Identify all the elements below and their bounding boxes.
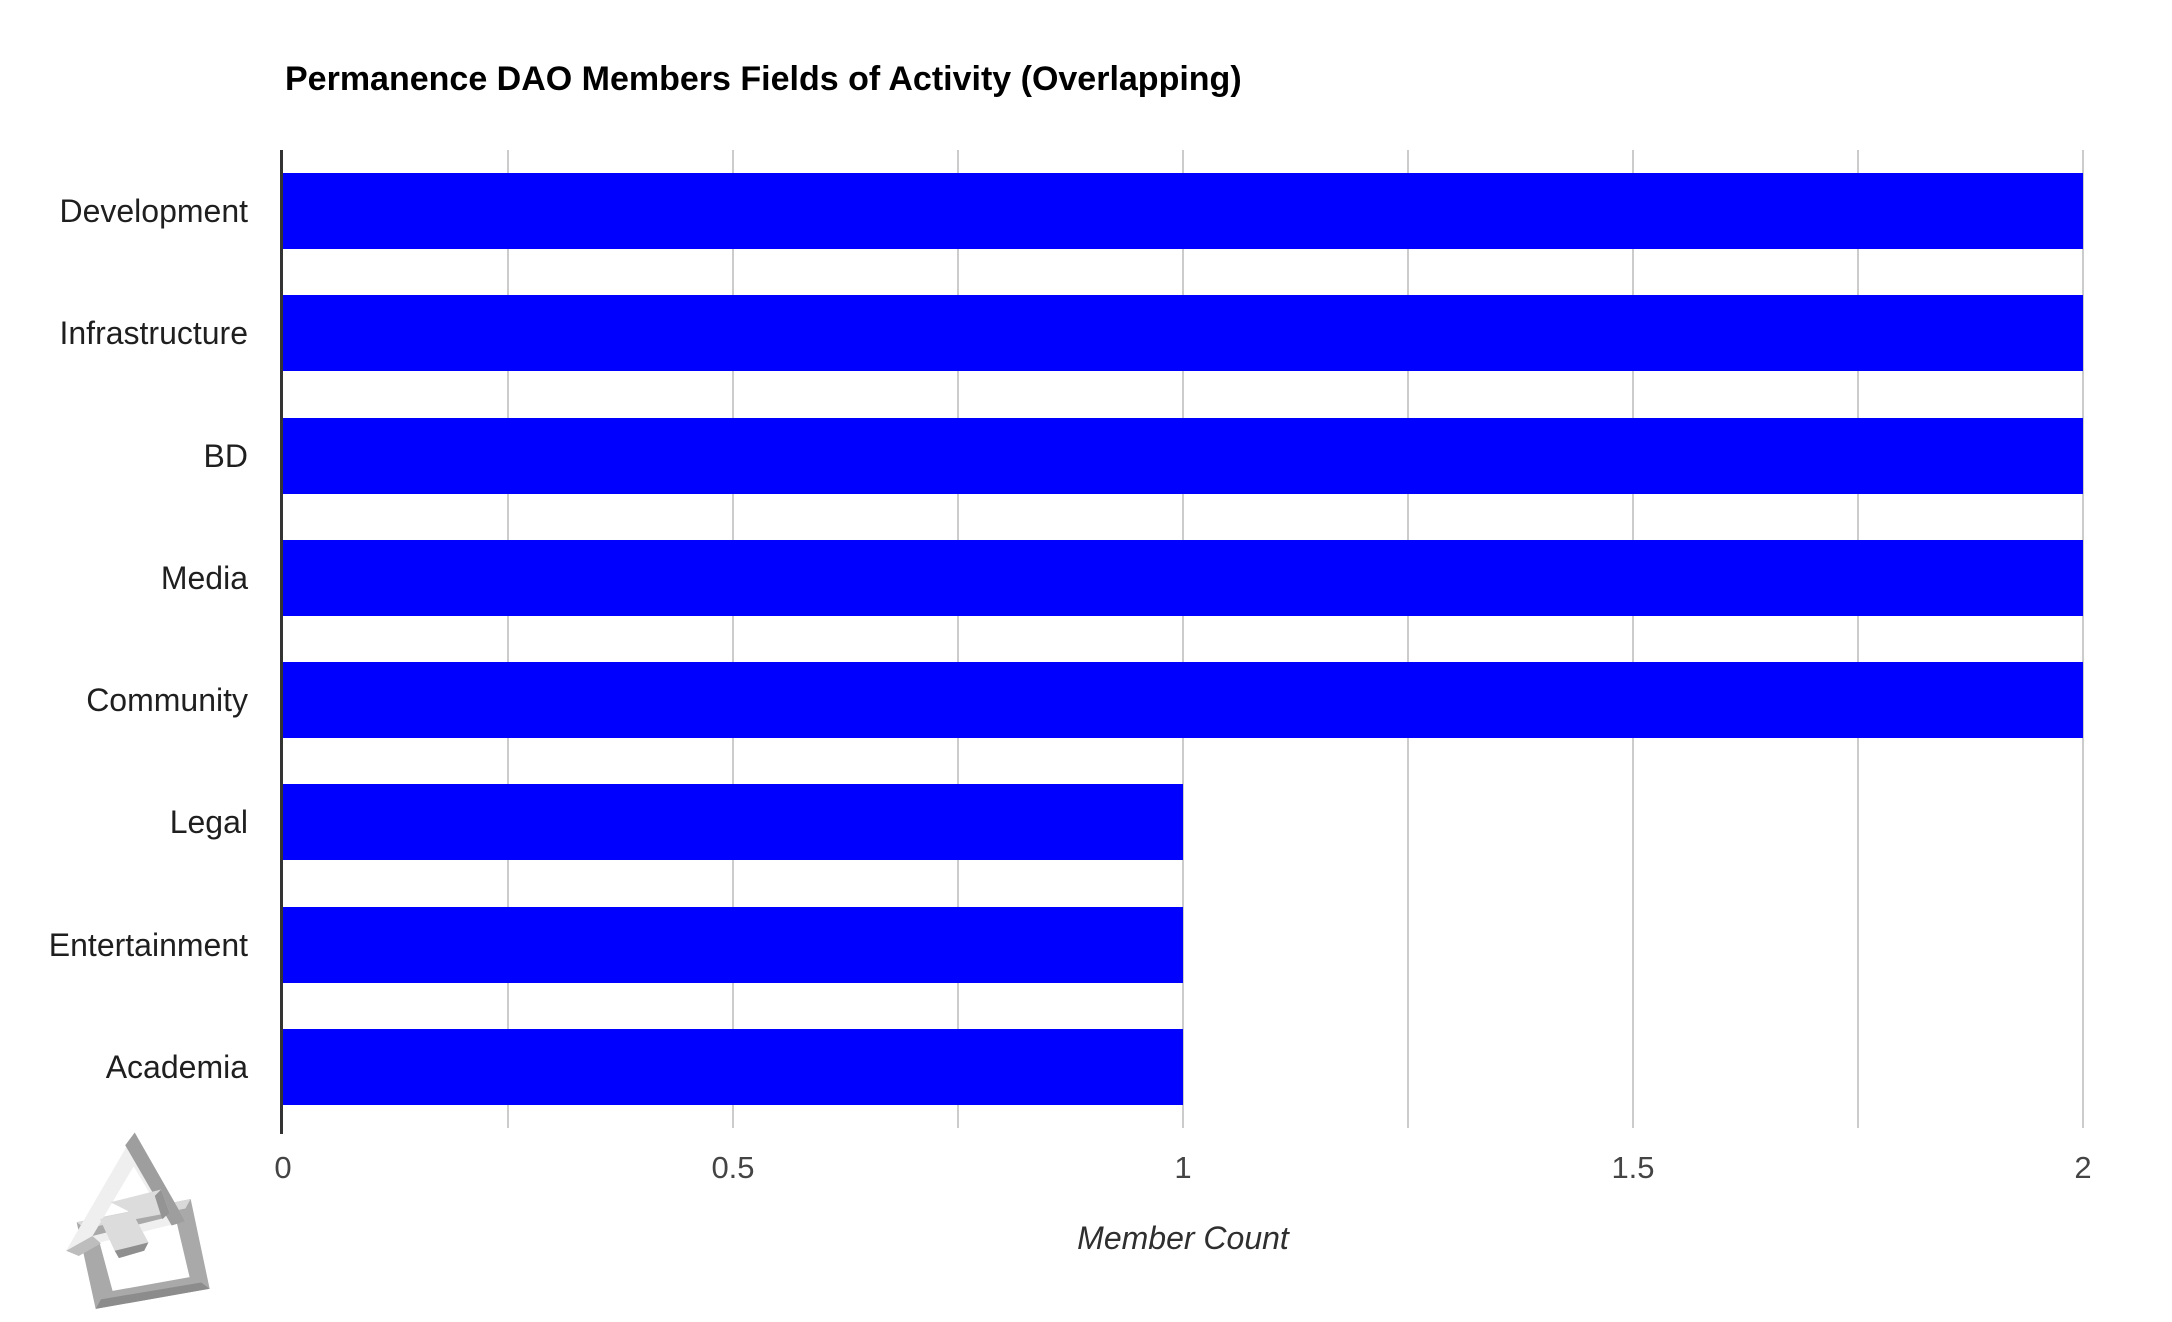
gridline <box>1182 150 1184 1128</box>
category-label-bd: BD <box>203 437 248 474</box>
bar-bd[interactable] <box>283 417 2083 494</box>
x-tick-2: 2 <box>2074 1150 2092 1185</box>
gridline <box>1407 150 1409 1128</box>
gridline <box>1857 150 1859 1128</box>
category-label-community: Community <box>86 682 248 719</box>
bar-infrastructure[interactable] <box>283 295 2083 372</box>
category-label-entertainment: Entertainment <box>48 926 248 963</box>
category-label-development: Development <box>59 193 248 230</box>
category-label-infrastructure: Infrastructure <box>59 315 248 352</box>
bar-development[interactable] <box>283 173 2083 250</box>
x-tick-1: 1 <box>1174 1150 1192 1185</box>
gridline <box>507 150 509 1128</box>
category-axis-line <box>280 150 283 1134</box>
gridline <box>2082 150 2084 1128</box>
bar-legal[interactable] <box>283 784 1183 861</box>
permanence-dao-logo-icon <box>66 1132 210 1309</box>
x-tick-0: 0 <box>274 1150 292 1185</box>
x-tick-1-5: 1.5 <box>1611 1150 1655 1185</box>
chart-title: Permanence DAO Members Fields of Activit… <box>285 60 1242 98</box>
bar-community[interactable] <box>283 662 2083 739</box>
x-axis-title: Member Count <box>1077 1220 1289 1256</box>
gridline <box>732 150 734 1128</box>
category-label-academia: Academia <box>105 1048 248 1085</box>
gridline <box>1632 150 1634 1128</box>
category-label-media: Media <box>160 559 248 596</box>
bar-academia[interactable] <box>283 1028 1183 1105</box>
bar-media[interactable] <box>283 539 2083 616</box>
x-tick-0-5: 0.5 <box>711 1150 755 1185</box>
gridline <box>957 150 959 1128</box>
category-label-legal: Legal <box>169 804 248 841</box>
bar-entertainment[interactable] <box>283 906 1183 983</box>
